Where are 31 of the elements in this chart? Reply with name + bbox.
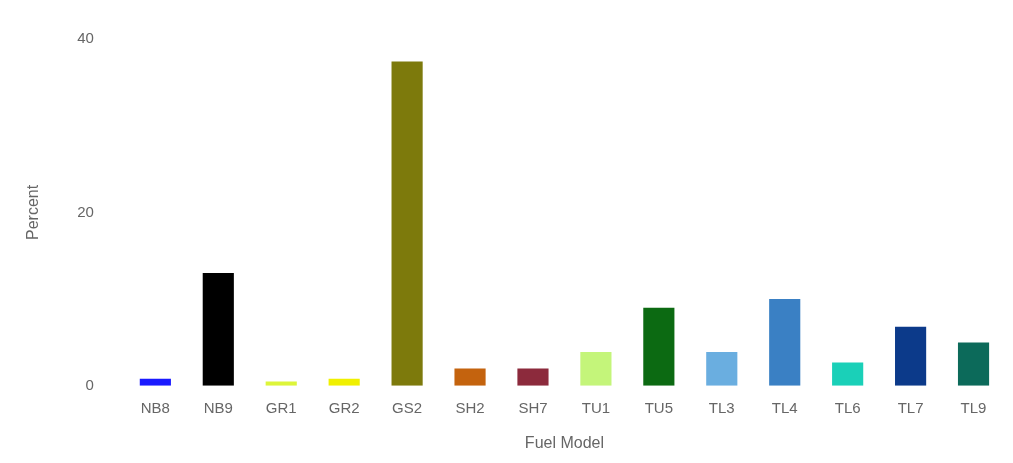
y-tick-label: 40 [77,29,94,47]
bar [202,273,234,386]
x-tick-label: TL9 [960,398,987,416]
x-tick-label: NB8 [140,398,170,416]
x-tick-label: TL4 [771,398,798,416]
bar [769,299,801,386]
y-axis-title: Percent [24,184,42,240]
x-tick-label: SH7 [518,398,548,416]
bar [517,368,549,386]
x-tick-label: GR1 [265,398,297,416]
bar [957,342,990,386]
y-tick-label: 0 [85,375,94,393]
bar [643,307,675,386]
x-tick-label: TL3 [708,398,735,416]
y-tick-label: 20 [77,202,94,220]
bar [832,362,864,386]
x-tick-label: TU5 [644,398,674,416]
x-tick-label: SH2 [455,398,485,416]
x-tick-label: GR2 [328,398,360,416]
bar [454,368,486,386]
x-tick-label: TL6 [834,398,861,416]
bar [706,351,738,386]
x-tick-label: NB9 [203,398,233,416]
bar [895,326,927,386]
x-tick-label: TU1 [581,398,611,416]
x-tick-label: GS2 [392,398,423,416]
x-axis-title: Fuel Model [524,433,605,451]
bar [580,351,612,386]
bar [391,61,423,386]
x-tick-label: TL7 [897,398,924,416]
bar [265,381,297,386]
